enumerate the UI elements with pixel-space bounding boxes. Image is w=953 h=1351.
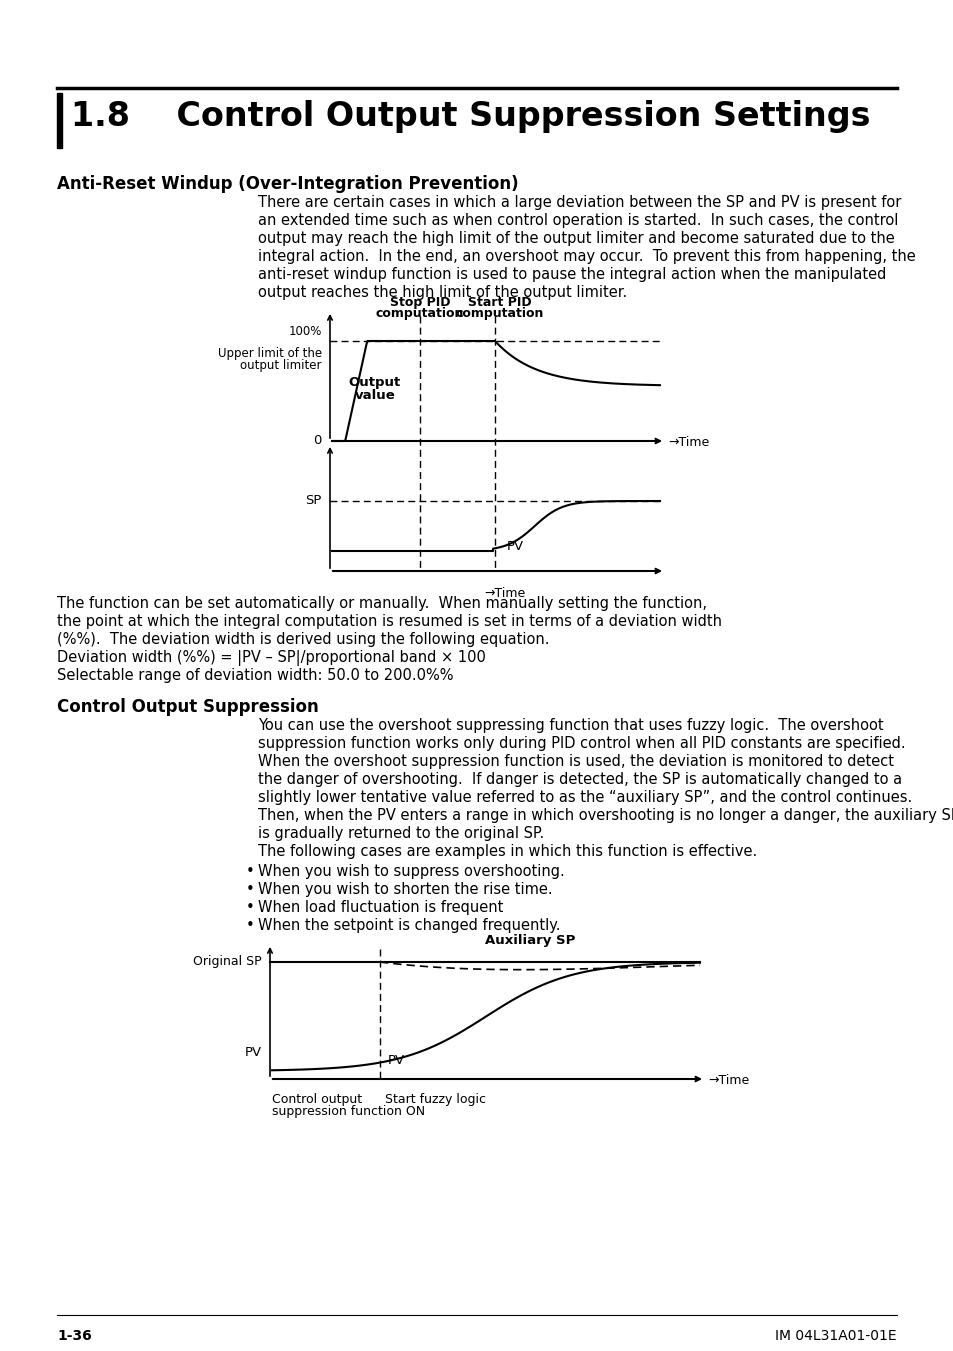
Text: output may reach the high limit of the output limiter and become saturated due t: output may reach the high limit of the o… <box>257 231 894 246</box>
Text: computation: computation <box>375 307 464 320</box>
Text: SP: SP <box>305 494 322 508</box>
Text: Selectable range of deviation width: 50.0 to 200.0%%: Selectable range of deviation width: 50.… <box>57 667 453 684</box>
Text: the danger of overshooting.  If danger is detected, the SP is automatically chan: the danger of overshooting. If danger is… <box>257 771 902 788</box>
Text: suppression function works only during PID control when all PID constants are sp: suppression function works only during P… <box>257 736 904 751</box>
Text: •: • <box>246 882 254 897</box>
Text: Control output: Control output <box>272 1093 362 1106</box>
Text: →Time: →Time <box>707 1074 748 1086</box>
Text: integral action.  In the end, an overshoot may occur.  To prevent this from happ: integral action. In the end, an overshoo… <box>257 249 915 263</box>
Text: 1.8    Control Output Suppression Settings: 1.8 Control Output Suppression Settings <box>71 100 869 132</box>
Text: Then, when the PV enters a range in which overshooting is no longer a danger, th: Then, when the PV enters a range in whic… <box>257 808 953 823</box>
Text: Start fuzzy logic: Start fuzzy logic <box>385 1093 485 1106</box>
Text: You can use the overshoot suppressing function that uses fuzzy logic.  The overs: You can use the overshoot suppressing fu… <box>257 717 882 734</box>
Text: When you wish to suppress overshooting.: When you wish to suppress overshooting. <box>257 865 564 880</box>
Text: When the setpoint is changed frequently.: When the setpoint is changed frequently. <box>257 917 560 934</box>
Text: suppression function ON: suppression function ON <box>272 1105 425 1119</box>
Text: Anti-Reset Windup (Over-Integration Prevention): Anti-Reset Windup (Over-Integration Prev… <box>57 176 518 193</box>
Text: Stop PID: Stop PID <box>390 296 450 309</box>
Text: slightly lower tentative value referred to as the “auxiliary SP”, and the contro: slightly lower tentative value referred … <box>257 790 911 805</box>
Text: 100%: 100% <box>289 326 322 338</box>
Text: PV: PV <box>388 1055 405 1067</box>
Text: output reaches the high limit of the output limiter.: output reaches the high limit of the out… <box>257 285 626 300</box>
Text: Start PID: Start PID <box>468 296 531 309</box>
Bar <box>57 93 62 149</box>
Text: •: • <box>246 917 254 934</box>
Text: →Time: →Time <box>667 436 708 450</box>
Text: There are certain cases in which a large deviation between the SP and PV is pres: There are certain cases in which a large… <box>257 195 901 209</box>
Text: →Time: →Time <box>484 586 525 600</box>
Text: When you wish to shorten the rise time.: When you wish to shorten the rise time. <box>257 882 552 897</box>
Text: •: • <box>246 900 254 915</box>
Text: When the overshoot suppression function is used, the deviation is monitored to d: When the overshoot suppression function … <box>257 754 893 769</box>
Text: computation: computation <box>456 307 543 320</box>
Text: When load fluctuation is frequent: When load fluctuation is frequent <box>257 900 503 915</box>
Text: Upper limit of the: Upper limit of the <box>217 347 322 359</box>
Text: •: • <box>246 865 254 880</box>
Text: Control Output Suppression: Control Output Suppression <box>57 698 318 716</box>
Text: anti-reset windup function is used to pause the integral action when the manipul: anti-reset windup function is used to pa… <box>257 267 885 282</box>
Text: Deviation width (%%) = |PV – SP|/proportional band × 100: Deviation width (%%) = |PV – SP|/proport… <box>57 650 485 666</box>
Text: an extended time such as when control operation is started.  In such cases, the : an extended time such as when control op… <box>257 213 898 228</box>
Text: (%%).  The deviation width is derived using the following equation.: (%%). The deviation width is derived usi… <box>57 632 549 647</box>
Text: output limiter: output limiter <box>240 359 322 372</box>
Text: The function can be set automatically or manually.  When manually setting the fu: The function can be set automatically or… <box>57 596 706 611</box>
Text: 0: 0 <box>314 435 322 447</box>
Text: value: value <box>355 389 395 403</box>
Text: PV: PV <box>506 540 523 553</box>
Text: is gradually returned to the original SP.: is gradually returned to the original SP… <box>257 825 543 842</box>
Text: the point at which the integral computation is resumed is set in terms of a devi: the point at which the integral computat… <box>57 613 721 630</box>
Text: 1-36: 1-36 <box>57 1329 91 1343</box>
Text: Auxiliary SP: Auxiliary SP <box>484 934 575 947</box>
Text: Original SP: Original SP <box>193 955 262 969</box>
Text: Output: Output <box>349 376 400 389</box>
Text: IM 04L31A01-01E: IM 04L31A01-01E <box>775 1329 896 1343</box>
Text: The following cases are examples in which this function is effective.: The following cases are examples in whic… <box>257 844 757 859</box>
Text: PV: PV <box>245 1047 262 1059</box>
